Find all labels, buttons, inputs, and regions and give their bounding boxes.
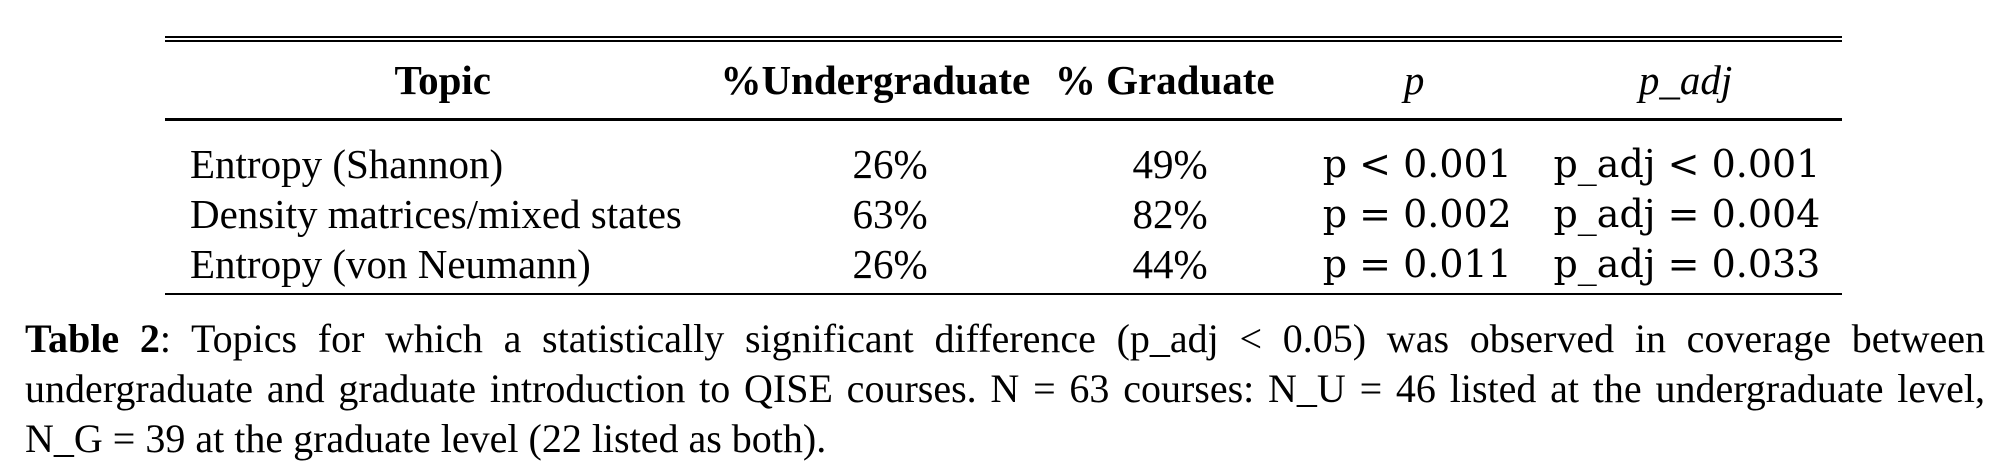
header-p-adj: p_adj (1638, 57, 1733, 103)
cell-undergraduate: 63% (852, 191, 928, 237)
cell-p: p < 0.001 (1322, 142, 1512, 186)
table-row: Entropy (Shannon) 26% 49% p < 0.001 p_ad… (165, 121, 1842, 189)
header-graduate: % Graduate (1054, 57, 1275, 103)
caption-text: : Topics for which a statistically signi… (25, 316, 1985, 461)
header-undergraduate: %Undergraduate (720, 57, 1031, 103)
table-caption: Table 2: Topics for which a statisticall… (25, 314, 1985, 464)
cell-graduate: 44% (1132, 241, 1208, 287)
caption-label: Table 2 (25, 316, 160, 361)
cell-p: p = 0.011 (1322, 242, 1512, 286)
table-row: Density matrices/mixed states 63% 82% p … (165, 189, 1842, 239)
header-p: p (1403, 57, 1425, 103)
cell-topic: Entropy (von Neumann) (190, 241, 591, 287)
header-row: Topic %Undergraduate % Graduate p p_adj (165, 42, 1842, 118)
results-table-container: Topic %Undergraduate % Graduate p p_adj … (165, 36, 1842, 295)
top-double-rule (165, 36, 1842, 42)
cell-p: p = 0.002 (1322, 192, 1512, 236)
bottom-rule (165, 293, 1842, 295)
cell-topic: Entropy (Shannon) (190, 141, 504, 187)
cell-graduate: 82% (1132, 191, 1208, 237)
cell-undergraduate: 26% (852, 241, 928, 287)
cell-p-adj: p_adj < 0.001 (1553, 142, 1821, 186)
header-topic: Topic (394, 57, 491, 103)
cell-p-adj: p_adj = 0.033 (1553, 242, 1821, 286)
cell-graduate: 49% (1132, 141, 1208, 187)
results-table: Topic %Undergraduate % Graduate p p_adj (165, 42, 1842, 118)
results-table-body: Entropy (Shannon) 26% 49% p < 0.001 p_ad… (165, 121, 1842, 293)
cell-p-adj: p_adj = 0.004 (1553, 192, 1821, 236)
header-rule (165, 118, 1842, 121)
table-row: Entropy (von Neumann) 26% 44% p = 0.011 … (165, 239, 1842, 293)
cell-topic: Density matrices/mixed states (190, 191, 682, 237)
cell-undergraduate: 26% (852, 141, 928, 187)
